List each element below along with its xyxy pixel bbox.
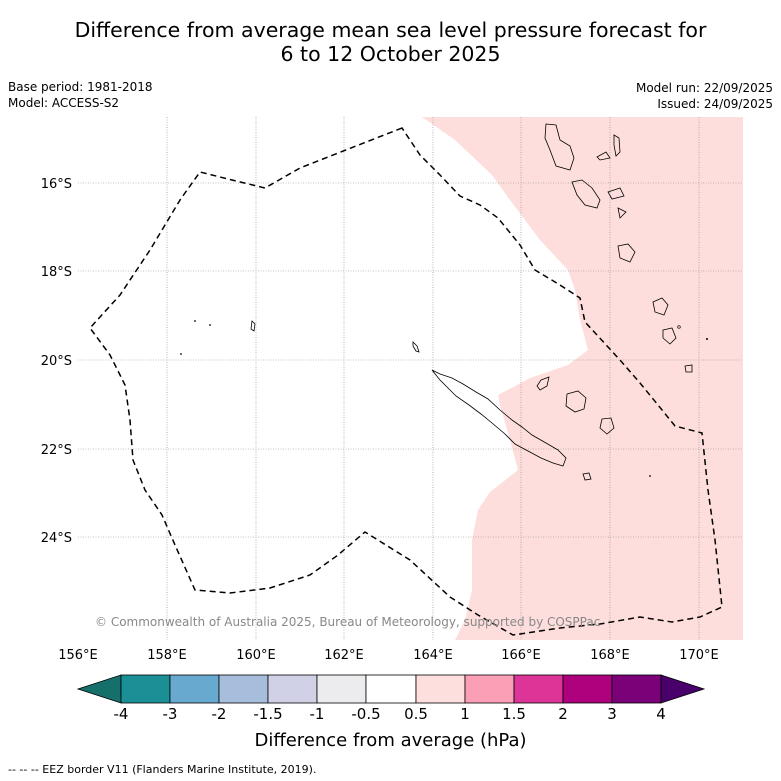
colorbar-tick: 4	[656, 705, 666, 723]
copyright-text: © Commonwealth of Australia 2025, Bureau…	[95, 615, 600, 629]
lat-label-24s: 24°S	[41, 531, 72, 546]
colorbar-tick: -0.5	[351, 705, 381, 723]
colorbar-bin-8	[464, 674, 515, 704]
colorbar-bin-11	[611, 674, 662, 704]
lat-label-20s: 20°S	[41, 354, 72, 369]
latitude-labels: 16°S 18°S 20°S 22°S 24°S	[41, 177, 72, 546]
colorbar-bin-7	[415, 674, 466, 704]
colorbar-bin-4	[267, 674, 318, 704]
lon-label-156e: 156°E	[58, 648, 98, 663]
ambrym-island	[607, 187, 625, 200]
colorbar-tick: -3	[162, 705, 178, 723]
colorbar-extend-high	[660, 674, 706, 704]
lat-label-18s: 18°S	[41, 265, 72, 280]
aneityum-island	[684, 364, 693, 373]
colorbar-bin-9	[513, 674, 564, 704]
colorbar-bin-3	[218, 674, 269, 704]
gridlines	[78, 117, 743, 640]
anomaly-region-0-5-to-1	[422, 117, 743, 640]
map-title: Difference from average mean sea level p…	[0, 18, 781, 66]
isle-of-pines	[582, 472, 592, 481]
eez-border	[89, 127, 723, 636]
title-line-1: Difference from average mean sea level p…	[74, 18, 707, 42]
colorbar-extend-low	[76, 674, 122, 704]
ouvea-island	[536, 376, 550, 391]
walpole-islet	[649, 475, 651, 477]
lon-label-170e: 170°E	[679, 648, 719, 663]
meta-left: Base period: 1981-2018 Model: ACCESS-S2	[8, 79, 153, 111]
colorbar-tick: 1.5	[502, 705, 526, 723]
colorbar-tick: 3	[607, 705, 617, 723]
longitude-labels: 156°E 158°E 160°E 162°E 164°E 166°E 168°…	[58, 648, 719, 663]
colorbar-tick: -1.5	[253, 705, 283, 723]
title-line-2: 6 to 12 October 2025	[280, 42, 501, 66]
colorbar-bin-6	[365, 674, 417, 704]
colorbar-tick: -2	[211, 705, 227, 723]
reef-islet-2	[209, 324, 211, 326]
colorbar-tick: -4	[113, 705, 129, 723]
base-period: Base period: 1981-2018	[8, 80, 153, 94]
efate-island	[617, 243, 636, 263]
colorbar-bin-2	[169, 674, 220, 704]
lon-label-168e: 168°E	[590, 648, 630, 663]
futuna-islet	[677, 325, 681, 329]
lon-label-166e: 166°E	[501, 648, 541, 663]
hunter-islet	[706, 338, 708, 340]
reef-islet-3	[180, 353, 182, 355]
meta-right: Model run: 22/09/2025 Issued: 24/09/2025	[636, 80, 773, 112]
lon-label-160e: 160°E	[236, 648, 276, 663]
new-caledonia-main-island	[431, 369, 567, 467]
lon-label-162e: 162°E	[324, 648, 364, 663]
malo-island	[596, 151, 611, 161]
colorbar-tick: 0.5	[404, 705, 428, 723]
colorbar-bin-5	[316, 674, 367, 704]
colorbar-tick: 1	[460, 705, 470, 723]
colorbar-bin-10	[562, 674, 613, 704]
lat-label-16s: 16°S	[41, 177, 72, 192]
eez-footnote: -- -- -- EEZ border V11 (Flanders Marine…	[8, 763, 317, 776]
lon-label-164e: 164°E	[413, 648, 453, 663]
colorbar-tick: 2	[558, 705, 568, 723]
maewo-island	[613, 134, 621, 157]
model-run: Model run: 22/09/2025	[635, 81, 773, 95]
colorbar	[76, 674, 706, 704]
erromango-island	[652, 297, 669, 316]
colorbar-bin-1	[120, 674, 171, 704]
model-name: Model: ACCESS-S2	[8, 96, 120, 110]
issued-date: Issued: 24/09/2025	[657, 97, 773, 111]
lat-label-22s: 22°S	[41, 443, 72, 458]
espiritu-santo-island	[544, 123, 575, 171]
chesterfield-islet	[250, 320, 256, 332]
tanna-island	[662, 327, 677, 345]
lifou-island	[565, 390, 587, 413]
epi-island	[617, 207, 627, 219]
belep-islands	[412, 341, 420, 353]
lon-label-158e: 158°E	[147, 648, 187, 663]
colorbar-title: Difference from average (hPa)	[254, 730, 527, 751]
malakula-island	[571, 179, 601, 209]
colorbar-tick: -1	[309, 705, 325, 723]
reef-islet-1	[194, 320, 196, 322]
mare-island	[599, 417, 615, 435]
